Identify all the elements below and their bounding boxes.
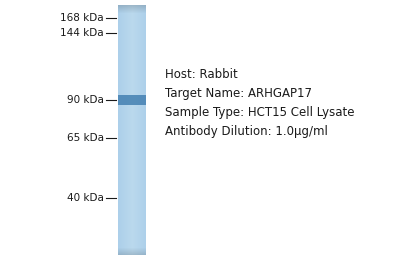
Text: 65 kDa: 65 kDa <box>67 133 104 143</box>
Text: 144 kDa: 144 kDa <box>60 28 104 38</box>
Text: Host: Rabbit: Host: Rabbit <box>165 68 238 81</box>
Text: 168 kDa: 168 kDa <box>60 13 104 23</box>
Bar <box>118 95 146 105</box>
Text: Antibody Dilution: 1.0µg/ml: Antibody Dilution: 1.0µg/ml <box>165 125 328 138</box>
Text: Target Name: ARHGAP17: Target Name: ARHGAP17 <box>165 87 312 100</box>
Text: Sample Type: HCT15 Cell Lysate: Sample Type: HCT15 Cell Lysate <box>165 106 354 119</box>
Text: 40 kDa: 40 kDa <box>67 193 104 203</box>
Text: 90 kDa: 90 kDa <box>67 95 104 105</box>
